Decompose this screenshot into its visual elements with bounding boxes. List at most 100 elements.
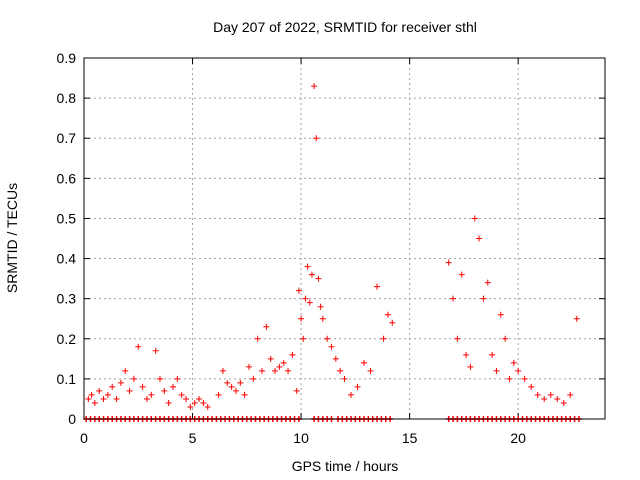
data-point <box>228 383 235 390</box>
data-point <box>183 395 190 402</box>
x-tick-label: 10 <box>293 430 309 446</box>
data-point <box>139 383 146 390</box>
data-point <box>85 395 92 402</box>
data-point <box>510 359 517 366</box>
data-point <box>165 399 172 406</box>
data-point <box>204 403 211 410</box>
data-point <box>113 395 120 402</box>
data-point <box>361 359 368 366</box>
data-point <box>215 391 222 398</box>
data-point <box>126 387 133 394</box>
data-point <box>458 271 465 278</box>
y-tick-label: 0.9 <box>57 50 77 66</box>
data-point <box>567 391 574 398</box>
data-point <box>109 383 116 390</box>
data-point <box>521 375 528 382</box>
data-point <box>541 395 548 402</box>
y-tick-label: 0.1 <box>57 371 77 387</box>
data-point <box>289 351 296 358</box>
data-point <box>306 299 313 306</box>
chart-title: Day 207 of 2022, SRMTID for receiver sth… <box>213 19 477 35</box>
data-point <box>263 323 270 330</box>
data-point <box>267 355 274 362</box>
data-point <box>152 347 159 354</box>
y-tick-label: 0.8 <box>57 90 77 106</box>
data-point <box>143 395 150 402</box>
data-point <box>122 367 129 374</box>
data-point <box>300 335 307 342</box>
data-point <box>170 383 177 390</box>
data-point <box>313 135 320 142</box>
data-point <box>374 283 381 290</box>
data-point <box>354 383 361 390</box>
data-point <box>480 295 487 302</box>
data-point <box>285 367 292 374</box>
data-point <box>547 391 554 398</box>
data-point <box>161 387 168 394</box>
data-point <box>484 279 491 286</box>
data-point <box>104 391 111 398</box>
data-point <box>295 287 302 294</box>
data-point <box>324 335 331 342</box>
data-point <box>367 367 374 374</box>
y-tick-label: 0.4 <box>57 251 77 267</box>
data-point <box>489 351 496 358</box>
data-point <box>196 395 203 402</box>
data-point <box>100 395 107 402</box>
data-point <box>380 335 387 342</box>
data-point <box>534 391 541 398</box>
data-point <box>276 363 283 370</box>
y-tick-label: 0.5 <box>57 210 77 226</box>
data-point <box>250 375 257 382</box>
data-point <box>88 391 95 398</box>
plot-frame <box>83 57 606 420</box>
data-point <box>191 399 198 406</box>
data-point <box>384 311 391 318</box>
data-point <box>96 387 103 394</box>
data-point <box>502 335 509 342</box>
data-point <box>515 367 522 374</box>
x-tick-label: 20 <box>510 430 526 446</box>
data-point <box>471 215 478 222</box>
data-points <box>83 83 582 422</box>
data-point <box>293 387 300 394</box>
data-point <box>272 367 279 374</box>
y-tick-label: 0.3 <box>57 291 77 307</box>
data-point <box>463 351 470 358</box>
x-tick-label: 5 <box>189 430 197 446</box>
data-point <box>187 403 194 410</box>
y-tick-label: 0.6 <box>57 170 77 186</box>
data-point <box>200 399 207 406</box>
data-point <box>389 319 396 326</box>
data-point <box>467 363 474 370</box>
data-point <box>506 375 513 382</box>
data-point <box>317 303 324 310</box>
data-point <box>476 235 483 242</box>
data-point <box>232 387 239 394</box>
data-point <box>298 315 305 322</box>
axis-ticks: 0 0.1 0.2 0.3 0.4 0.5 0.6 0.7 0.8 0.9 0 5 10 15 20 <box>57 50 605 446</box>
data-point <box>311 83 318 90</box>
data-point <box>302 295 309 302</box>
data-point <box>319 315 326 322</box>
data-point <box>573 315 580 322</box>
y-tick-label: 0 <box>68 411 76 427</box>
data-point <box>241 391 248 398</box>
data-point <box>224 379 231 386</box>
data-point <box>135 343 142 350</box>
data-point <box>450 295 457 302</box>
grid <box>84 58 605 419</box>
x-tick-label: 15 <box>402 430 418 446</box>
data-point <box>91 399 98 406</box>
data-point <box>308 271 315 278</box>
data-point <box>148 391 155 398</box>
data-point <box>219 367 226 374</box>
y-tick-label: 0.2 <box>57 331 77 347</box>
x-axis-label: GPS time / hours <box>292 458 399 474</box>
data-point <box>245 363 252 370</box>
y-axis-label: SRMTID / TECUs <box>4 183 20 293</box>
data-point <box>254 335 261 342</box>
data-point <box>332 355 339 362</box>
data-point <box>174 375 181 382</box>
